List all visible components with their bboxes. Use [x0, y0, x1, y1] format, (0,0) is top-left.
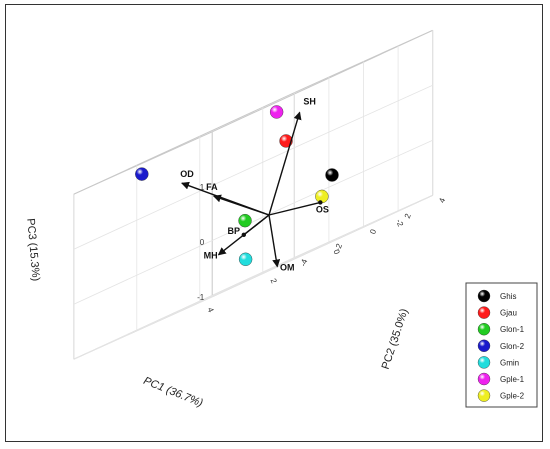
- loading-label: OD: [180, 169, 194, 179]
- x-tick-label: 2: [269, 277, 279, 285]
- loading-label: OS: [316, 204, 329, 214]
- score-point: [325, 168, 339, 182]
- loading-vectors: OD SH FA OS MH BP OM: [180, 96, 329, 272]
- y-tick-label: -4: [299, 257, 310, 267]
- x-tick-label: 0: [332, 248, 342, 256]
- score-point: [238, 252, 253, 266]
- loading-label: SH: [303, 96, 316, 106]
- loading-arrow: [212, 194, 270, 216]
- z-tick-label: 0: [200, 238, 205, 247]
- loading-label: BP: [228, 226, 241, 236]
- gridline: [294, 84, 433, 149]
- legend-swatch: [477, 289, 491, 303]
- z-tick-label: -1: [197, 293, 205, 302]
- gridline: [73, 257, 295, 360]
- legend-swatch: [477, 372, 491, 386]
- loading-arrow: [241, 214, 270, 238]
- box-edge: [73, 131, 213, 195]
- score-point: [269, 105, 284, 119]
- score-point: [238, 213, 252, 228]
- x-tick-label: -2: [394, 218, 405, 228]
- legend-swatch: [477, 389, 491, 402]
- gridlines: [73, 30, 434, 360]
- score-point: [279, 134, 293, 148]
- gridline: [73, 147, 295, 250]
- x-tick-label: 4: [206, 306, 216, 314]
- y-tick-label: -2: [333, 242, 344, 252]
- legend-swatch: [477, 306, 491, 319]
- legend-label: Glon-2: [500, 342, 525, 351]
- legend-label: Gple-2: [500, 392, 525, 401]
- legend-swatch: [477, 339, 491, 352]
- legend-box: [465, 282, 538, 408]
- z-axis-title: PC3 (15.3%): [24, 218, 41, 282]
- axis-box: [73, 29, 434, 360]
- loading-arrow: [268, 200, 323, 216]
- y-tick-label: 2: [403, 212, 413, 220]
- loading-label: OM: [280, 263, 295, 273]
- gridline: [73, 202, 295, 305]
- legend-label: Glon-1: [500, 325, 525, 334]
- z-tick-label: 1: [200, 183, 205, 192]
- y-tick-label: 0: [368, 227, 378, 235]
- legend-label: Ghis: [500, 292, 516, 301]
- loading-label: FA: [206, 182, 218, 192]
- legend-swatch: [477, 323, 491, 336]
- y-tick-label: 4: [437, 196, 447, 204]
- gridline: [294, 194, 433, 259]
- legend-label: Gple-1: [500, 375, 525, 384]
- loading-arrow: [268, 214, 281, 268]
- loading-arrow: [268, 111, 302, 216]
- x-axis-title: PC1 (36.7%): [142, 375, 205, 410]
- legend: Ghis Gjau Glon-1 Glon-2 Gmin Gple-1 Gple-2: [465, 282, 538, 408]
- legend-label: Gmin: [500, 358, 519, 367]
- loading-label: MH: [204, 251, 218, 261]
- legend-swatch: [477, 356, 491, 369]
- legend-label: Gjau: [500, 309, 517, 318]
- chart-frame: [5, 4, 543, 442]
- score-point: [315, 189, 329, 204]
- score-points: [135, 105, 339, 266]
- score-point: [135, 167, 149, 181]
- y-axis-title: PC2 (35.0%): [380, 307, 411, 371]
